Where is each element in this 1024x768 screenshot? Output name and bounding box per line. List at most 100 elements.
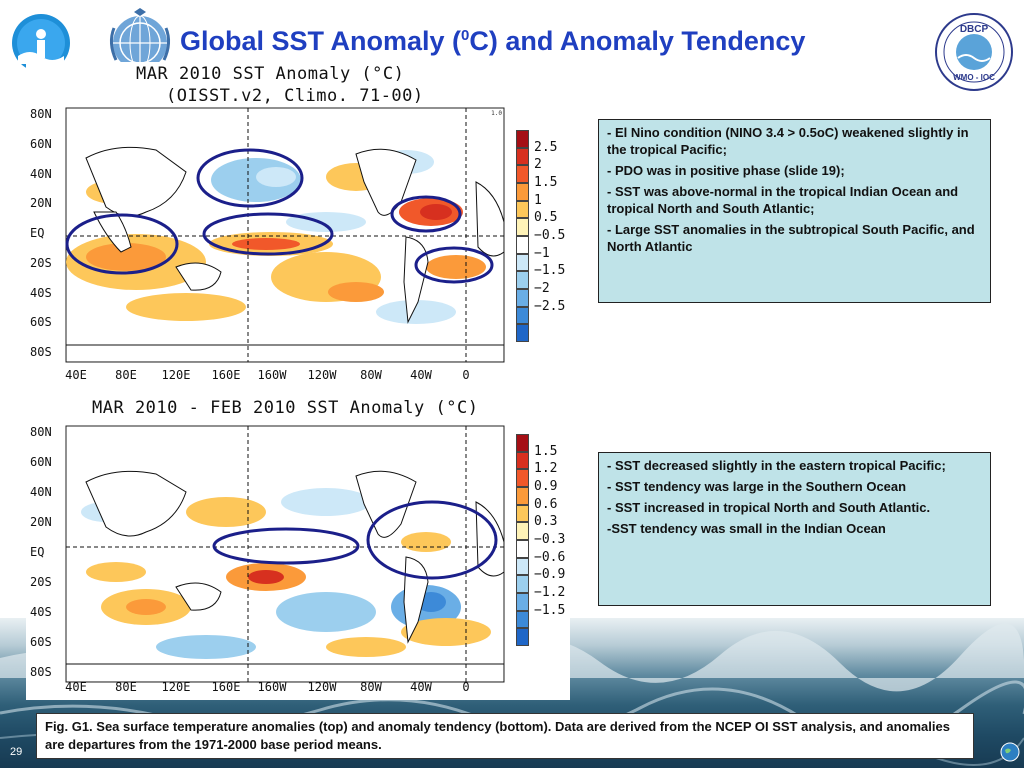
page-number: 29 xyxy=(10,746,23,758)
bottom-colorbar-segment xyxy=(516,522,529,540)
top-colorbar-segment xyxy=(516,147,529,166)
bottom-colorbar-label: −1.2 xyxy=(534,585,566,600)
bottom-colorbar-label: −0.6 xyxy=(534,549,566,565)
bottom-colorbar-segment xyxy=(516,451,529,470)
bottom-x-label: 120E xyxy=(161,680,191,694)
top-highlight-north-atlantic xyxy=(390,195,462,233)
top-map-title-line1: MAR 2010 SST Anomaly (°C) xyxy=(136,64,405,84)
bottom-y-label: 40S xyxy=(30,605,52,619)
bottom-y-label: 80N xyxy=(30,425,52,439)
bottom-y-label: 60S xyxy=(30,635,52,649)
top-colorbar-segment xyxy=(516,130,529,148)
dbcp-logo-icon: DBCP WMO - IOC xyxy=(935,13,1013,91)
bottom-x-label: 120W xyxy=(307,680,337,694)
top-colorbar-segment xyxy=(516,236,529,254)
wmo-logo xyxy=(104,8,176,74)
top-colorbar-label: −0.5 xyxy=(534,228,566,243)
bottom-x-label: 40W xyxy=(410,680,432,694)
top-y-label: 60N xyxy=(30,136,52,151)
bottom-y-label: 60N xyxy=(30,455,52,469)
bottom-x-label: 160W xyxy=(257,680,287,694)
top-x-label: 80W xyxy=(360,368,382,382)
bottom-x-label: 160E xyxy=(211,680,241,694)
bottom-colorbar-label: 0.9 xyxy=(534,479,558,494)
title-degree-sup: 0 xyxy=(461,27,470,44)
top-colorbar-segment xyxy=(516,289,529,307)
top-x-label: 160W xyxy=(257,368,287,382)
top-colorbar-label: −2 xyxy=(534,281,550,296)
bottom-y-label: 80S xyxy=(30,665,52,679)
bottom-colorbar-segment xyxy=(516,593,529,611)
top-y-label: EQ xyxy=(30,226,45,240)
top-map-title-line2: (OISST.v2, Climo. 71-00) xyxy=(166,86,424,106)
note-top-1: - El Nino condition (NINO 3.4 > 0.5oC) w… xyxy=(607,125,969,157)
top-x-label: 40W xyxy=(410,368,432,382)
top-y-label: 80N xyxy=(30,107,52,121)
top-y-label: 40S xyxy=(30,285,52,300)
bottom-colorbar-segment xyxy=(516,575,529,593)
slide-title: Global SST Anomaly (0C) and Anomaly Tend… xyxy=(180,26,805,57)
note-top-2: - PDO was in positive phase (slide 19); xyxy=(607,163,845,178)
top-colorbar-segment xyxy=(516,253,529,272)
bottom-colorbar-segment xyxy=(516,469,529,487)
top-colorbar-segment xyxy=(516,183,529,201)
top-colorbar-segment xyxy=(516,165,529,183)
bottom-x-label: 0 xyxy=(462,680,470,694)
bottom-colorbar-label: −0.3 xyxy=(534,532,566,547)
top-map-field xyxy=(66,146,504,362)
figure-caption: Fig. G1. Sea surface temperature anomali… xyxy=(36,713,974,759)
top-x-label: 80E xyxy=(115,368,137,382)
top-colorbar-label: 1 xyxy=(534,192,542,208)
bottom-colorbar-segment xyxy=(516,540,529,558)
top-x-label: 120W xyxy=(307,368,337,382)
bottom-map-field xyxy=(66,470,504,682)
title-prefix: Global SST Anomaly ( xyxy=(180,26,462,56)
bottom-map-panel: MAR 2010 - FEB 2010 SST Anomaly (°C) xyxy=(26,392,570,700)
bottom-colorbar-label: −1.5 xyxy=(534,602,566,618)
top-y-label: 20S xyxy=(30,255,52,270)
top-colorbar-segment xyxy=(516,200,529,219)
notes-bottom-box: - SST decreased slightly in the eastern … xyxy=(598,452,991,606)
top-highlight-indian-ocean xyxy=(65,213,179,275)
top-map-panel: MAR 2010 SST Anomaly (°C) (OISST.v2, Cli… xyxy=(26,62,570,388)
top-y-label: 20N xyxy=(30,196,52,211)
bottom-y-label: EQ xyxy=(30,545,45,559)
top-x-label: 160E xyxy=(211,368,241,382)
note-bottom-3: - SST increased in tropical North and So… xyxy=(607,500,931,515)
dbcp-logo-top-text: DBCP xyxy=(960,24,989,35)
bottom-x-label: 80W xyxy=(360,680,382,694)
bottom-x-label: 80E xyxy=(115,680,137,694)
globe-icon xyxy=(1000,742,1020,762)
bottom-highlight-eastern-pacific xyxy=(212,527,360,565)
bottom-colorbar-label: 0.6 xyxy=(534,496,558,512)
bottom-sst-tendency-map xyxy=(65,425,505,683)
top-colorbar-label: 2.5 xyxy=(534,139,558,155)
note-bottom-1: - SST decreased slightly in the eastern … xyxy=(607,458,946,473)
top-colorbar-segment xyxy=(516,271,529,289)
bottom-colorbar-segment xyxy=(516,628,529,646)
notes-top-box: - El Nino condition (NINO 3.4 > 0.5oC) w… xyxy=(598,119,991,303)
bottom-map-title: MAR 2010 - FEB 2010 SST Anomaly (°C) xyxy=(92,398,479,418)
noaa-logo-icon xyxy=(12,14,70,72)
bottom-x-label: 40E xyxy=(65,680,87,694)
bottom-y-label: 20N xyxy=(30,515,52,529)
note-bottom-4: -SST tendency was small in the Indian Oc… xyxy=(607,521,886,536)
top-y-label: 60S xyxy=(30,315,52,330)
bottom-y-label: 40N xyxy=(30,485,52,499)
top-colorbar-label: −1 xyxy=(534,245,550,261)
title-suffix: C) and Anomaly Tendency xyxy=(469,26,806,56)
top-highlight-tropical-pacific xyxy=(202,212,334,256)
noaa-logo xyxy=(10,12,72,74)
wmo-logo-icon xyxy=(109,8,171,71)
note-top-3: - SST was above-normal in the tropical I… xyxy=(607,184,959,216)
dbcp-logo-bottom-text: WMO - IOC xyxy=(953,73,995,82)
top-colorbar-segment xyxy=(516,306,529,325)
bottom-colorbar-label: 0.3 xyxy=(534,514,558,530)
bottom-highlight-atlantic xyxy=(366,500,498,580)
top-x-label: 40E xyxy=(65,368,87,382)
corner-globe-icon xyxy=(1000,742,1020,762)
bottom-colorbar-label: 1.5 xyxy=(534,443,558,459)
top-colorbar-segment xyxy=(516,324,529,342)
top-colorbar-segment xyxy=(516,218,529,236)
top-y-label: 80S xyxy=(30,345,52,359)
